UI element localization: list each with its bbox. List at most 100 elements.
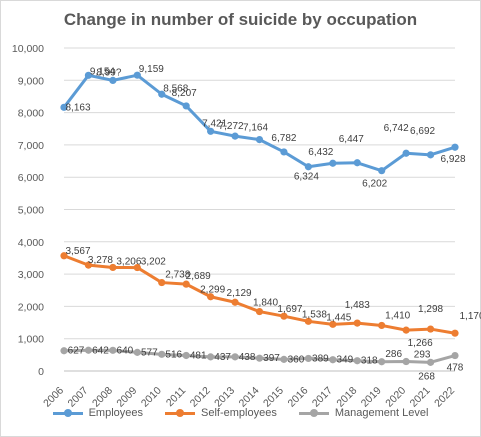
y-tick-label: 4,000 [18,237,44,249]
data-point [133,263,141,272]
data-point [84,71,93,79]
data-label: 3,206 [116,256,141,267]
y-tick-label: 6,000 [18,172,44,184]
x-tick-label: 2013 [212,385,237,410]
data-point [109,263,117,272]
y-tick-label: 3,000 [18,269,44,281]
legend-label-management-level: Management Level [334,407,429,419]
data-point [329,320,337,328]
data-point [158,350,166,358]
data-point [182,351,190,360]
x-tick-label: 2022 [432,385,457,410]
data-label: 2,738 [165,270,190,281]
data-label: 2,299 [200,285,225,296]
data-label: 6,692 [410,126,435,137]
data-point [60,103,68,111]
data-point [207,353,215,361]
data-point [426,325,435,333]
data-label: 6,324 [294,172,319,183]
x-tick-label: 2016 [285,385,310,410]
data-label: 389 [312,353,329,364]
data-label: 438 [239,352,256,363]
data-label: 1,266 [408,338,433,349]
data-point [426,151,435,159]
legend-swatch-management-level [298,408,329,417]
data-label: 1,538 [302,309,327,320]
data-point [378,321,386,330]
data-label: 516 [165,349,182,360]
x-tick-label: 2021 [408,385,433,410]
y-tick-label: 2,000 [18,301,44,313]
data-point [133,348,141,356]
y-tick-label: 5,000 [18,205,44,217]
data-label: 2,129 [227,288,252,299]
legend-item-employees: Employees [52,407,143,419]
data-point [231,298,239,306]
x-tick-label: 2009 [114,385,139,410]
x-tick-label: 2011 [164,385,189,410]
data-point [109,346,117,354]
data-point [353,319,361,327]
data-label: 6,928 [440,154,465,165]
data-point [158,278,166,287]
data-point [255,136,264,144]
data-point [304,354,312,363]
data-point [109,76,117,84]
data-label: 268 [418,371,435,382]
x-tick-label: 2015 [261,385,286,410]
data-label: 1,840 [253,298,278,309]
data-point [402,149,410,157]
data-point [353,357,361,365]
data-point [451,329,459,337]
data-point [158,90,166,98]
data-point [280,355,288,363]
data-label: 3,278 [88,255,113,266]
data-label: 6,432 [308,147,333,158]
data-label: 640 [117,345,134,356]
data-point [353,159,361,167]
data-point [133,71,141,79]
chart-title: Change in number of suicide by occupatio… [63,10,418,29]
x-tick-label: 2007 [66,385,91,410]
data-point [304,317,312,325]
y-tick-label: 0 [38,366,44,378]
data-point [84,261,93,269]
y-tick-label: 7,000 [18,140,44,152]
data-label: 1,483 [345,300,370,311]
data-label: 437 [214,352,231,363]
data-label: 9,154 [90,66,115,77]
legend-item-management-level: Management Level [298,407,429,419]
data-label: 1,298 [418,304,443,315]
data-label: 349 [336,355,353,366]
data-point [378,167,386,175]
x-tick-label: 2018 [334,385,359,410]
data-point [60,252,68,260]
data-label: 478 [447,363,464,374]
data-label: 7,272 [219,121,244,132]
data-label: 6,782 [271,133,296,144]
data-point [255,354,264,362]
data-label: 3,567 [65,246,90,257]
data-label: 6,447 [339,134,364,145]
data-label: 481 [190,350,207,361]
data-point [280,148,288,156]
data-point [426,358,435,366]
y-tick-label: 10,000 [12,43,44,55]
data-label: 7,164 [243,123,268,134]
data-point [207,127,215,135]
data-label: 3,202 [141,257,166,268]
x-tick-label: 2006 [41,385,66,410]
data-point [182,280,190,288]
legend-label-self-employees: Self-employees [201,407,277,419]
data-label: 1,697 [277,304,302,315]
data-point [60,347,68,355]
data-point [84,346,93,354]
x-tick-label: 2012 [188,385,213,410]
data-label: 286 [385,349,402,360]
x-tick-label: 2019 [359,385,384,410]
data-label: 318 [361,356,378,367]
data-label: 8,207 [172,88,197,99]
data-label: 9,159 [139,64,164,75]
